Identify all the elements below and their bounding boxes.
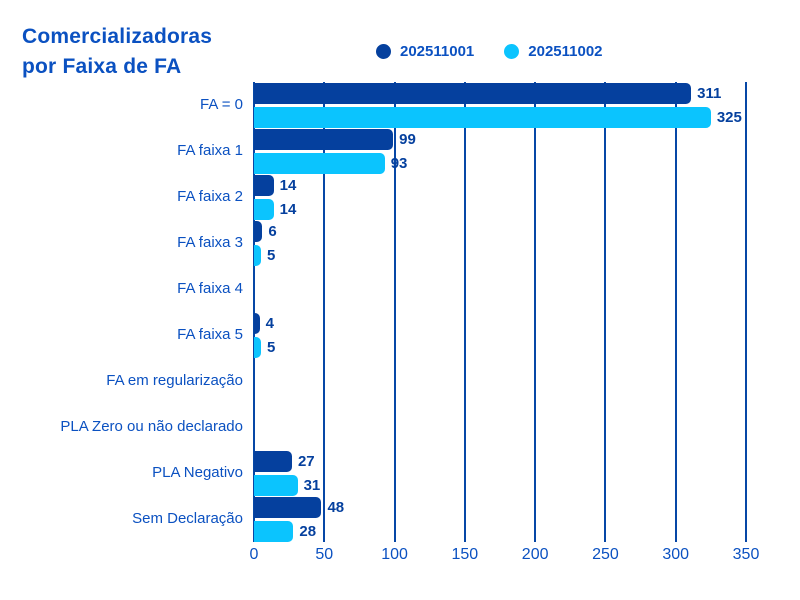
- bar-value-label: 28: [299, 523, 317, 540]
- gridline: [393, 82, 396, 542]
- category-label: FA = 0: [200, 96, 243, 113]
- legend: 202511001 202511002: [376, 43, 603, 60]
- bar-value-label: 14: [279, 177, 297, 194]
- category-label: PLA Zero ou não declarado: [60, 418, 243, 435]
- legend-swatch-icon: [504, 44, 520, 59]
- x-tick-label: 300: [662, 546, 690, 563]
- bar-202511001[interactable]: [254, 221, 263, 242]
- bar-202511002[interactable]: [254, 475, 298, 496]
- x-tick-label: 200: [521, 546, 549, 563]
- x-tick-label: 350: [732, 546, 760, 563]
- legend-label: 202511001: [400, 43, 475, 60]
- chart-title-line1: Comercializadoras: [22, 25, 213, 48]
- bar-202511002[interactable]: [254, 521, 294, 542]
- bar-202511002[interactable]: [254, 337, 262, 358]
- gridline: [745, 82, 747, 542]
- gridline: [323, 82, 326, 542]
- gridline: [463, 82, 466, 542]
- bar-202511002[interactable]: [254, 107, 711, 128]
- bar-202511001[interactable]: [254, 313, 260, 334]
- category-label: FA faixa 4: [177, 280, 243, 297]
- x-tick-label: 50: [315, 546, 334, 563]
- category-label: FA faixa 3: [177, 234, 243, 251]
- gridline: [674, 82, 677, 542]
- bar-value-label: 6: [268, 223, 277, 240]
- legend-item-202511002[interactable]: 202511002: [504, 43, 603, 60]
- plot-area: 311 325 99 93 14 14 6 5 4 5 27 31 48 28: [253, 82, 747, 542]
- legend-swatch-icon: [376, 44, 391, 59]
- category-label: FA em regularização: [106, 372, 243, 389]
- bar-value-label: 31: [303, 477, 321, 494]
- x-tick-label: 0: [249, 546, 259, 563]
- bar-value-label: 5: [267, 339, 276, 356]
- bar-value-label: 48: [327, 499, 345, 516]
- chart-title: Comercializadoras por Faixa de FA: [22, 22, 212, 82]
- bar-202511002[interactable]: [254, 153, 385, 174]
- x-tick-label: 150: [451, 546, 479, 563]
- bar-value-label: 325: [716, 109, 742, 126]
- bar-202511001[interactable]: [254, 83, 692, 104]
- category-label: Sem Declaração: [132, 510, 243, 527]
- bar-value-label: 27: [297, 453, 315, 470]
- bar-202511002[interactable]: [254, 199, 274, 220]
- legend-label: 202511002: [528, 43, 603, 60]
- bar-202511001[interactable]: [254, 497, 322, 518]
- legend-item-202511001[interactable]: 202511001: [376, 43, 474, 60]
- bar-202511001[interactable]: [254, 129, 394, 150]
- bar-202511002[interactable]: [254, 245, 262, 266]
- bar-value-label: 93: [390, 155, 408, 172]
- bar-value-label: 99: [399, 131, 416, 148]
- category-label: FA faixa 5: [177, 326, 243, 343]
- bar-value-label: 14: [279, 201, 297, 218]
- category-label: FA faixa 1: [177, 142, 243, 159]
- bar-value-label: 5: [267, 247, 276, 264]
- gridline: [604, 82, 607, 542]
- chart-title-line2: por Faixa de FA: [22, 55, 182, 78]
- bar-value-label: 4: [265, 315, 274, 332]
- x-tick-label: 250: [592, 546, 619, 563]
- bar-202511001[interactable]: [254, 451, 292, 472]
- bar-202511001[interactable]: [254, 175, 274, 196]
- category-label: PLA Negativo: [152, 464, 243, 481]
- bar-value-label: 311: [697, 85, 722, 102]
- x-tick-label: 100: [381, 546, 408, 563]
- gridline: [253, 82, 255, 542]
- category-label: FA faixa 2: [177, 188, 243, 205]
- gridline: [534, 82, 537, 542]
